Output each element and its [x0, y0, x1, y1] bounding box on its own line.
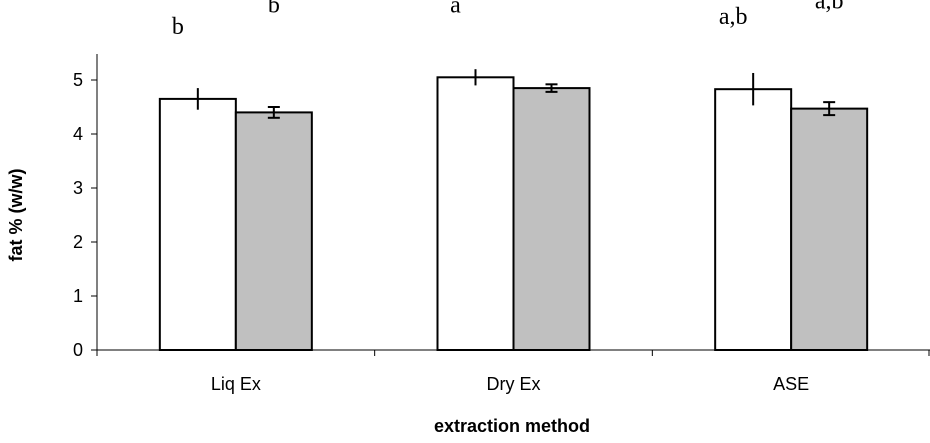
y-tick-label: 3 — [73, 178, 83, 198]
y-tick-label: 5 — [73, 70, 83, 90]
significance-label: a,b — [719, 4, 748, 30]
significance-label: a,b — [815, 0, 844, 15]
x-category-label: Liq Ex — [211, 374, 261, 394]
y-axis-title: fat % (w/w) — [6, 168, 26, 261]
x-axis-title: extraction method — [434, 416, 590, 436]
bar — [158, 97, 237, 352]
y-tick-label: 2 — [73, 232, 83, 252]
x-category-label: Dry Ex — [487, 374, 541, 394]
significance-label: b — [268, 0, 280, 18]
bar — [790, 107, 869, 352]
x-category-label: ASE — [773, 374, 809, 394]
bar — [512, 87, 591, 351]
bar — [436, 76, 515, 352]
significance-label: a — [450, 0, 461, 18]
y-tick-label: 0 — [73, 340, 83, 360]
bar — [714, 88, 793, 352]
y-tick-label: 1 — [73, 286, 83, 306]
y-tick-label: 4 — [73, 124, 83, 144]
significance-label: b — [172, 14, 184, 40]
bar — [234, 111, 313, 352]
